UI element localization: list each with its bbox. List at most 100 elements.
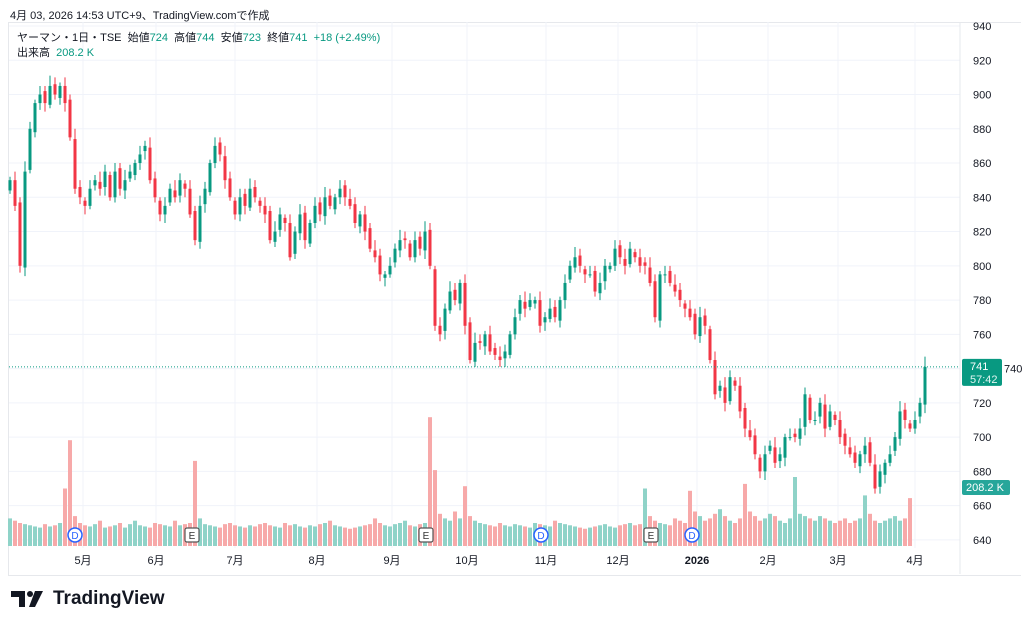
- candle-body: [573, 257, 577, 268]
- volume-bar: [583, 528, 587, 546]
- volume-bar: [193, 460, 197, 546]
- volume-bar: [908, 498, 912, 546]
- volume-bar: [523, 526, 527, 546]
- tradingview-logo[interactable]: TradingView: [11, 588, 165, 610]
- volume-bar: [283, 523, 287, 546]
- candle-body: [178, 180, 182, 196]
- volume-bar: [798, 513, 802, 546]
- volume-bar: [888, 518, 892, 546]
- volume-bar: [153, 523, 157, 546]
- low-value: 723: [242, 32, 261, 44]
- candle-body: [198, 205, 202, 242]
- volume-bar: [498, 523, 502, 546]
- volume-bar: [593, 526, 597, 546]
- earnings-marker-label: E: [189, 531, 196, 542]
- price-tag-countdown: 57:42: [970, 374, 998, 386]
- candle-body: [648, 267, 652, 283]
- y-tick-label: 660: [973, 501, 991, 513]
- candle-body: [23, 171, 27, 268]
- candle-body: [678, 289, 682, 301]
- volume-bar: [28, 525, 32, 546]
- volume-bar: [258, 524, 262, 546]
- candle-body: [408, 243, 412, 258]
- volume-bar: [833, 523, 837, 546]
- candle-body: [638, 257, 642, 266]
- candle-body: [548, 308, 552, 319]
- candle-body: [258, 200, 262, 206]
- volume-bar: [168, 526, 172, 546]
- volume-bar: [233, 525, 237, 546]
- candle-body: [903, 409, 907, 420]
- volume-bar: [503, 525, 507, 546]
- candle-body: [133, 163, 137, 176]
- candle-body: [458, 282, 462, 304]
- volume-bar: [788, 518, 792, 546]
- candle-body: [843, 433, 847, 446]
- volume-bar: [238, 526, 242, 546]
- candle-body: [913, 419, 917, 429]
- volume-bar: [588, 527, 592, 546]
- candle-body: [463, 282, 467, 326]
- candle-body: [493, 348, 497, 355]
- volume-bar: [468, 516, 472, 546]
- volume-bar: [308, 525, 312, 546]
- volume-bar: [178, 525, 182, 546]
- candle-body: [663, 274, 667, 276]
- volume-bar: [38, 527, 42, 546]
- candle-body: [288, 222, 292, 258]
- volume-bar: [268, 525, 272, 546]
- symbol-legend: ヤーマン・1日・TSE 始値724 高値744 安値723 終値741 +18 …: [17, 31, 380, 61]
- volume-bar: [108, 526, 112, 546]
- y-tick-label: 900: [973, 90, 991, 102]
- chart-frame: [8, 22, 1021, 576]
- volume-bar: [803, 516, 807, 546]
- volume-bar: [298, 526, 302, 546]
- volume-bar: [358, 526, 362, 546]
- volume-bar: [608, 526, 612, 546]
- volume-bar: [578, 527, 582, 546]
- candle-body: [923, 366, 927, 405]
- volume-bar: [838, 520, 842, 546]
- candle-body: [523, 301, 527, 309]
- candle-body: [83, 200, 87, 206]
- candle-body: [248, 188, 252, 208]
- candle-body: [908, 423, 912, 429]
- candle-body: [718, 385, 722, 391]
- volume-bar: [628, 523, 632, 546]
- volume-bar: [338, 526, 342, 546]
- candle-body: [53, 84, 57, 95]
- logo-text: TradingView: [53, 588, 165, 609]
- volume-bar: [13, 520, 17, 546]
- candle-body: [223, 156, 227, 181]
- volume-bar: [673, 518, 677, 546]
- volume-bar: [273, 526, 277, 546]
- candle-body: [518, 300, 522, 314]
- candle-body: [238, 197, 242, 215]
- candle-body: [693, 313, 697, 335]
- x-tick-label: 3月: [829, 555, 846, 567]
- earnings-marker: [184, 527, 200, 543]
- volume-bar: [173, 520, 177, 546]
- x-tick-label: 4月: [906, 555, 923, 567]
- volume-bar: [893, 516, 897, 546]
- volume-bar: [813, 520, 817, 546]
- volume-bar: [703, 520, 707, 546]
- candle-body: [168, 188, 172, 203]
- candle-body: [773, 447, 777, 463]
- candle-body: [848, 447, 852, 455]
- volume-bar: [453, 511, 457, 546]
- candle-body: [253, 187, 257, 198]
- candle-body: [828, 411, 832, 427]
- candle-body: [473, 342, 477, 362]
- candle-body: [363, 214, 367, 232]
- volume-bar: [718, 509, 722, 546]
- candle-body: [113, 171, 117, 198]
- candle-body: [308, 222, 312, 244]
- candle-body: [538, 300, 542, 326]
- candle-body: [383, 274, 387, 278]
- volume-bar: [303, 527, 307, 546]
- candle-body: [793, 433, 797, 438]
- volume-bar: [253, 526, 257, 546]
- volume-tag-value: 208.2 K: [966, 482, 1005, 494]
